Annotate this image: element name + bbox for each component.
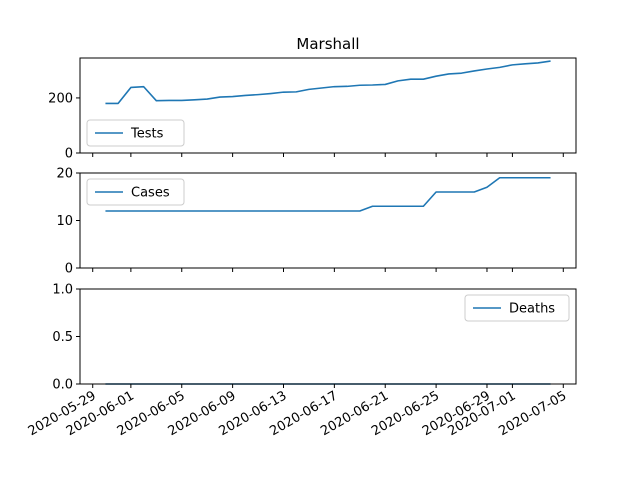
legend-box xyxy=(464,294,570,322)
y-tick-label: 20 xyxy=(56,167,73,182)
legend-label: Tests xyxy=(130,127,164,142)
y-tick-label: 10 xyxy=(56,214,73,229)
y-tick-label: 200 xyxy=(48,91,73,106)
legend-label: Cases xyxy=(131,186,170,201)
x-axis: 2020-05-292020-06-012020-06-052020-06-09… xyxy=(26,388,570,439)
y-tick-label: 1.0 xyxy=(52,283,73,298)
legend-deaths: Deaths xyxy=(464,294,570,322)
chart-panels: 0 200 Tests 0 10 20 Cases 0.0 0.5 1.0 Deaths xyxy=(48,57,577,393)
chart-title: Marshall xyxy=(296,35,359,53)
legend-label: Deaths xyxy=(509,302,555,317)
axes-frame xyxy=(79,57,577,154)
panel-tests: 0 200 Tests xyxy=(48,57,577,162)
legend-tests: Tests xyxy=(86,119,185,147)
legend-box xyxy=(86,178,185,206)
y-tick-label: 0.5 xyxy=(52,330,73,345)
y-tick-label: 0 xyxy=(65,262,73,277)
y-tick-label: 0 xyxy=(65,147,73,162)
legend-box xyxy=(86,119,185,147)
panel-deaths: 0.0 0.5 1.0 Deaths xyxy=(52,283,577,393)
series-line-tests xyxy=(105,60,551,105)
legend-cases: Cases xyxy=(86,178,185,206)
y-tick-label: 0.0 xyxy=(52,378,73,393)
panel-cases: 0 10 20 Cases xyxy=(56,167,577,277)
series-line-cases xyxy=(105,176,551,212)
